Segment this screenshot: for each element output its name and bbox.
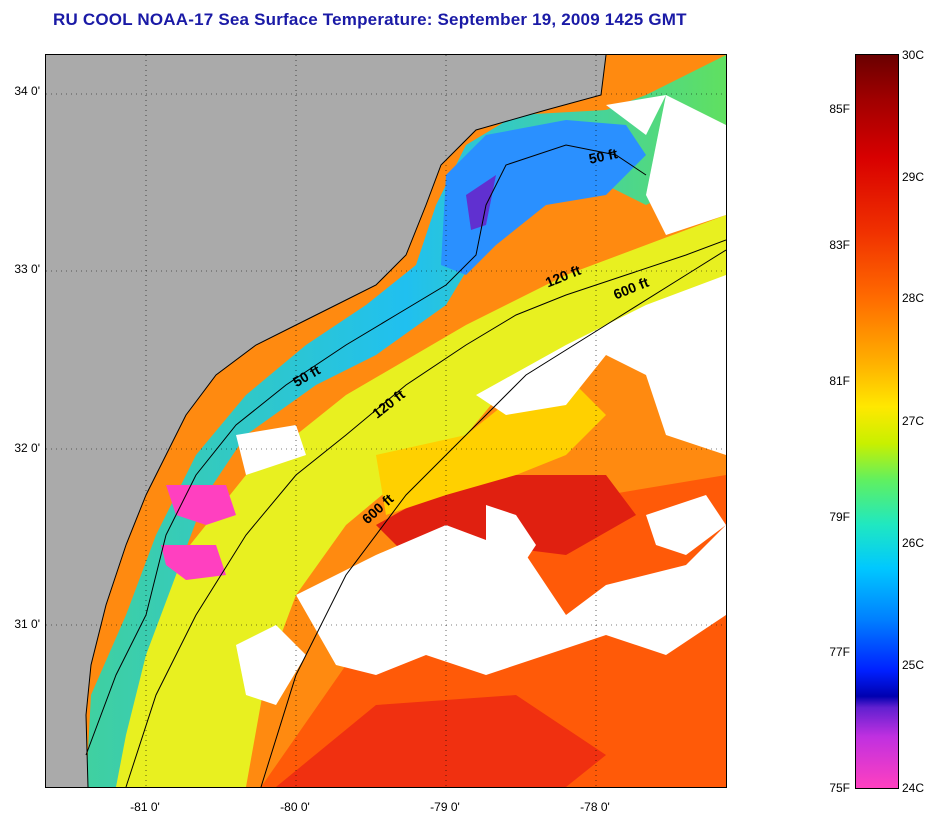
cloud xyxy=(646,495,726,555)
colorbar-label-celsius: 29C xyxy=(902,170,925,184)
sst-map: 50 ft 120 ft 600 ft 50 ft 120 ft 600 ft xyxy=(45,54,727,788)
land xyxy=(46,55,606,787)
colorbar-label-celsius: 24C xyxy=(902,781,925,795)
lon-tick-label: -78 0' xyxy=(580,800,610,814)
cloud xyxy=(476,275,726,455)
cloud xyxy=(646,95,726,235)
lat-tick-label: 34 0' xyxy=(14,84,40,98)
lat-tick-label: 31 0' xyxy=(14,617,40,631)
cloud xyxy=(236,625,306,705)
shelf-region xyxy=(376,385,606,515)
colorbar-label-celsius: 30C xyxy=(902,48,925,62)
colorbar xyxy=(855,54,899,789)
cold-spot xyxy=(161,545,226,580)
colorbar-label-fahrenheit: 85F xyxy=(829,102,850,116)
isobath-50ft xyxy=(85,144,647,756)
colorbar-label-celsius: 25C xyxy=(902,658,925,672)
upwelling-region xyxy=(441,120,646,275)
colorbar-label-fahrenheit: 77F xyxy=(829,645,850,659)
colorbar-label-fahrenheit: 75F xyxy=(829,781,850,795)
lon-tick-label: -81 0' xyxy=(130,800,160,814)
cloud xyxy=(606,95,666,135)
colorbar-label-celsius: 26C xyxy=(902,536,925,550)
isobath-600ft xyxy=(260,249,726,787)
cloud xyxy=(486,505,536,575)
map-title: RU COOL NOAA-17 Sea Surface Temperature:… xyxy=(53,10,687,29)
colorbar-label-fahrenheit: 81F xyxy=(829,374,850,388)
graticule xyxy=(46,55,726,787)
cold-spot xyxy=(466,175,496,230)
coastline xyxy=(85,55,607,787)
colorbar-label-celsius: 28C xyxy=(902,291,925,305)
colorbar-label-fahrenheit: 83F xyxy=(829,238,850,252)
isobath-120ft xyxy=(125,239,726,787)
sst-map-canvas xyxy=(46,55,726,787)
lon-tick-label: -80 0' xyxy=(280,800,310,814)
lon-tick-label: -79 0' xyxy=(430,800,460,814)
lat-tick-label: 33 0' xyxy=(14,262,40,276)
cold-spot xyxy=(166,485,236,525)
cloud xyxy=(296,525,726,675)
colorbar-label-fahrenheit: 79F xyxy=(829,510,850,524)
hot-region xyxy=(276,695,606,787)
colorbar-label-celsius: 27C xyxy=(902,414,925,428)
lat-tick-label: 32 0' xyxy=(14,441,40,455)
cloud xyxy=(236,425,306,475)
